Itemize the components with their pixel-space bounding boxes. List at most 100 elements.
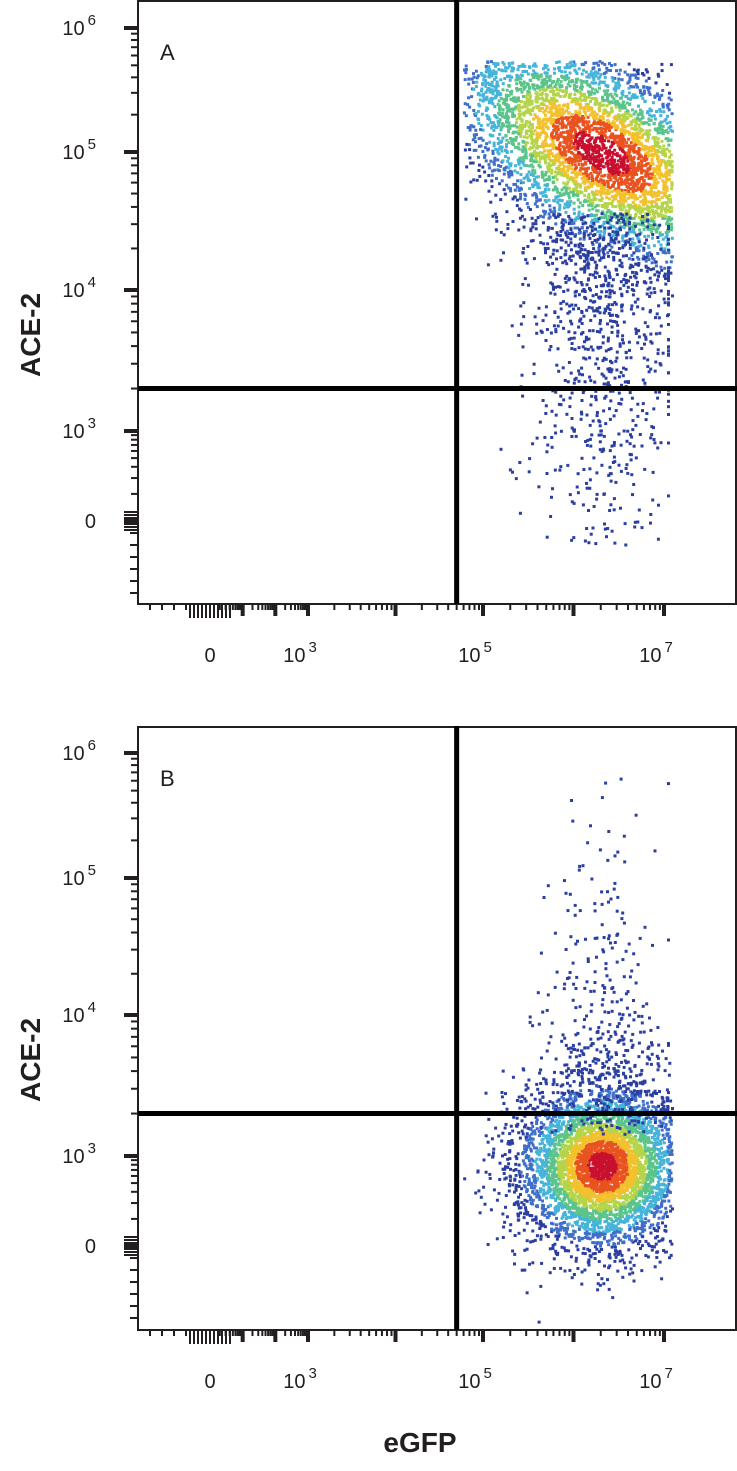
event-dot (657, 145, 661, 149)
event-dot (567, 194, 571, 197)
event-dot (627, 240, 631, 244)
event-dot (554, 110, 558, 114)
event-dot (528, 457, 532, 461)
event-dot (517, 104, 521, 108)
event-dot (600, 197, 604, 201)
event-dot (569, 371, 573, 375)
event-dot (639, 211, 642, 215)
event-dot (630, 288, 634, 291)
y-tick-label: 10 6 (62, 737, 96, 765)
event-dot (633, 300, 637, 304)
event-dot (624, 240, 628, 244)
event-dot (536, 104, 540, 108)
event-dot (580, 283, 584, 287)
event-dot (514, 100, 518, 103)
event-dot (521, 394, 525, 398)
event-dot (474, 140, 477, 144)
event-dot (592, 91, 596, 95)
event-dot (532, 117, 536, 121)
event-dot (606, 381, 610, 385)
event-dot (500, 149, 504, 153)
event-dot (618, 287, 622, 291)
event-dot (554, 413, 558, 417)
event-dot (584, 357, 588, 361)
event-dot (667, 301, 670, 305)
event-dot (580, 72, 584, 76)
event-dot (622, 162, 626, 166)
event-dot (560, 173, 564, 176)
event-dot (639, 108, 642, 112)
event-dot (545, 104, 549, 108)
event-dot (601, 250, 605, 254)
event-dot (582, 98, 586, 102)
event-dot (623, 152, 627, 156)
event-dot (643, 467, 647, 471)
event-dot (628, 214, 632, 217)
event-dot (516, 145, 520, 149)
event-dot (529, 173, 533, 176)
event-dot (611, 132, 615, 136)
event-dot (612, 215, 616, 218)
event-dot (586, 102, 590, 106)
event-dot (625, 152, 629, 156)
event-dot (612, 508, 616, 512)
event-dot (651, 194, 655, 198)
event-dot (573, 163, 577, 167)
event-dot (599, 199, 603, 203)
event-dot (604, 376, 608, 380)
event-dot (579, 317, 583, 321)
event-dot (569, 237, 573, 241)
event-dot (489, 121, 493, 125)
event-dot (639, 143, 643, 146)
event-dot (630, 85, 634, 89)
event-dot (565, 182, 569, 186)
event-dot (562, 164, 566, 168)
event-dot (590, 241, 594, 245)
event-dot (597, 246, 601, 250)
event-dot (481, 150, 485, 153)
event-dot (653, 193, 657, 197)
event-dot (545, 79, 549, 83)
event-dot (594, 88, 598, 92)
event-dot (561, 162, 565, 166)
event-dot (560, 70, 564, 74)
event-dot (670, 183, 674, 187)
event-dot (618, 147, 622, 151)
event-dot (594, 309, 598, 313)
event-dot (615, 221, 619, 225)
event-dot (529, 227, 533, 231)
event-dot (607, 123, 611, 127)
event-dot (670, 236, 674, 240)
event-dot (600, 203, 604, 207)
event-dot (602, 190, 606, 193)
event-dot (572, 221, 576, 225)
y-tick-label: 0 (85, 511, 96, 533)
event-dot (641, 184, 644, 188)
event-dot (557, 104, 561, 108)
event-dot (585, 255, 589, 259)
event-dot (525, 164, 528, 168)
event-dot (606, 218, 610, 222)
event-dot (645, 121, 649, 125)
event-dot (574, 233, 578, 237)
event-dot (630, 396, 634, 400)
event-dot (636, 72, 640, 76)
event-dot (572, 87, 576, 91)
event-dot (631, 257, 635, 261)
event-dot (569, 259, 573, 262)
event-dot (542, 122, 545, 126)
event-dot (667, 345, 670, 349)
event-dot (573, 294, 577, 298)
event-dot (526, 1167, 529, 1171)
event-dot (570, 118, 574, 122)
event-dot (523, 64, 527, 68)
event-dot (609, 145, 613, 149)
event-dot (523, 123, 527, 127)
event-dot (629, 123, 633, 126)
event-dot (593, 217, 597, 221)
event-dot (544, 404, 548, 408)
event-dot (621, 134, 624, 138)
event-dot (639, 120, 643, 124)
event-dot (523, 85, 527, 89)
event-dot (591, 149, 595, 153)
